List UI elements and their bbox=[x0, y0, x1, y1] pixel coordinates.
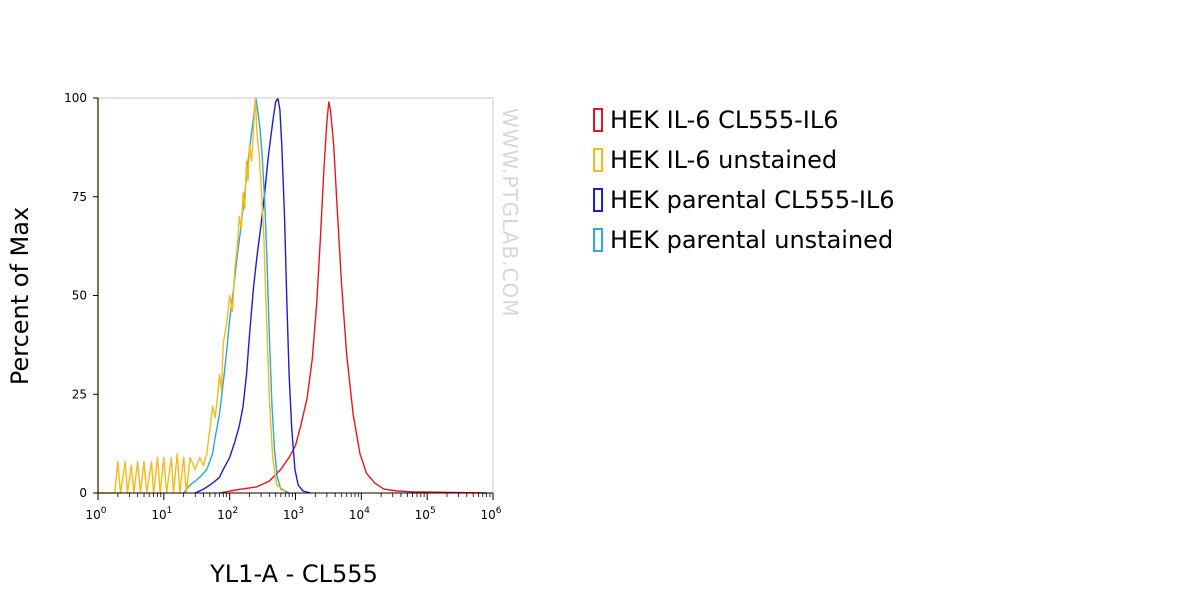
series-line-1 bbox=[97, 97, 286, 494]
legend-item-hek-parental-cl555: HEK parental CL555-IL6 bbox=[593, 180, 895, 220]
plot-frame bbox=[97, 97, 494, 494]
series-line-0 bbox=[219, 101, 487, 494]
y-tick-label: 50 bbox=[72, 289, 87, 303]
x-axis-label: YL1-A - CL555 bbox=[209, 560, 378, 588]
x-tick-label: 104 bbox=[349, 506, 370, 522]
legend-label: HEK IL-6 CL555-IL6 bbox=[610, 106, 839, 134]
legend-swatch-orange bbox=[593, 148, 603, 172]
axes: 0 25 50 75 100 100 101 102 103 104 105 106 bbox=[64, 91, 502, 522]
legend-item-hek-il6-unstained: HEK IL-6 unstained bbox=[593, 140, 895, 180]
series-line-3 bbox=[183, 97, 290, 494]
legend-label: HEK parental unstained bbox=[610, 226, 894, 254]
x-tick-label: 102 bbox=[217, 506, 238, 522]
x-tick-label: 106 bbox=[480, 506, 501, 522]
plot-area bbox=[97, 97, 487, 494]
legend: HEK IL-6 CL555-IL6 HEK IL-6 unstained HE… bbox=[593, 100, 895, 260]
y-axis-label: Percent of Max bbox=[6, 207, 34, 385]
legend-swatch-blue bbox=[593, 188, 603, 212]
series-line-2 bbox=[194, 97, 311, 494]
x-tick-label: 100 bbox=[85, 506, 106, 522]
y-tick-label: 75 bbox=[72, 190, 87, 204]
legend-swatch-cyan bbox=[593, 228, 603, 252]
legend-swatch-red bbox=[593, 108, 603, 132]
legend-item-hek-il6-cl555: HEK IL-6 CL555-IL6 bbox=[593, 100, 895, 140]
legend-item-hek-parental-unstained: HEK parental unstained bbox=[593, 220, 895, 260]
legend-label: HEK IL-6 unstained bbox=[610, 146, 838, 174]
watermark-text: WWW.PTGLAB.COM bbox=[498, 108, 522, 318]
legend-label: HEK parental CL555-IL6 bbox=[610, 186, 895, 214]
y-tick-label: 100 bbox=[64, 91, 87, 105]
x-tick-label: 105 bbox=[415, 506, 436, 522]
x-tick-label: 103 bbox=[283, 506, 304, 522]
x-tick-label: 101 bbox=[151, 506, 172, 522]
y-tick-label: 25 bbox=[72, 387, 87, 401]
y-tick-label: 0 bbox=[79, 486, 87, 500]
